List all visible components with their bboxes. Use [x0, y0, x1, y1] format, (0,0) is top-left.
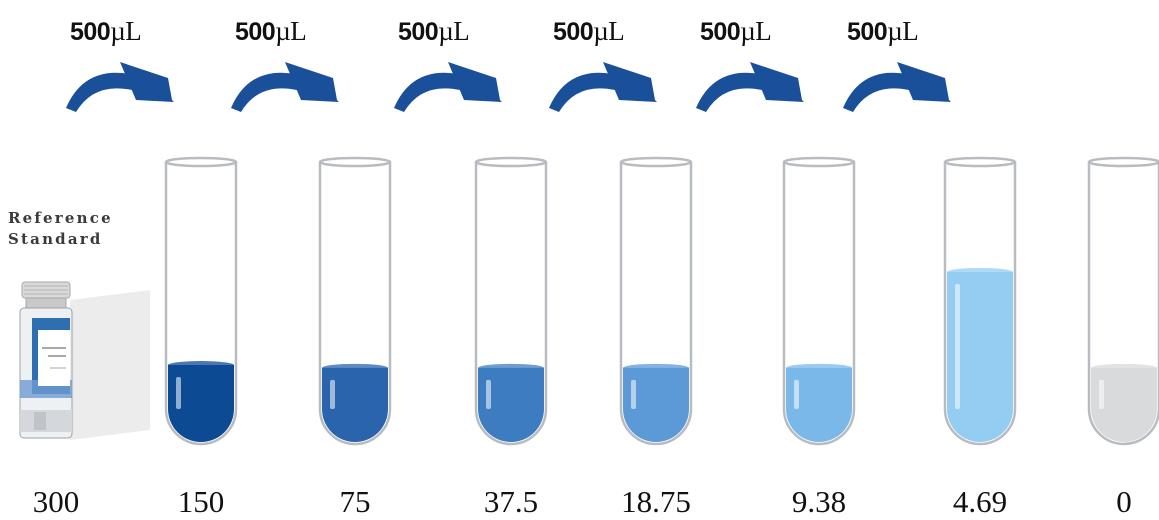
- tube-rim: [1087, 156, 1159, 168]
- tube-outline: [619, 162, 693, 446]
- liquid-surface: [623, 363, 689, 372]
- transfer-volume-label: 500µL: [700, 16, 772, 46]
- tube-highlight: [955, 283, 960, 409]
- test-tube: [318, 156, 392, 446]
- tube-highlight: [330, 379, 335, 409]
- liquid-surface: [322, 363, 388, 372]
- concentration-label: 37.5: [483, 484, 539, 519]
- test-tube: [943, 156, 1017, 446]
- reference-concentration-label: 300: [32, 484, 80, 519]
- transfer-arrow-icon: [843, 62, 951, 112]
- reference-standard-vial: [19, 281, 150, 440]
- concentration-label: 18.75: [621, 484, 691, 519]
- transfer-volume-label: 500µL: [235, 16, 307, 46]
- tube-highlight: [631, 379, 636, 409]
- tube-liquid: [1091, 367, 1157, 442]
- tube-liquid: [478, 367, 544, 442]
- test-tube: [619, 156, 693, 446]
- transfer-arrow-icon: [549, 62, 657, 112]
- transfer-arrow-icon: [394, 62, 502, 112]
- tube-rim: [318, 156, 392, 168]
- test-tube: [782, 156, 856, 446]
- transfer-volume-label: 500µL: [553, 16, 625, 46]
- test-tube: [164, 156, 238, 446]
- transfer-arrow-icon: [66, 62, 174, 112]
- tube-outline: [943, 162, 1017, 446]
- transfer-arrow-icon: [696, 62, 804, 112]
- reference-standard-label: Reference Standard: [8, 208, 128, 250]
- liquid-surface: [168, 361, 234, 370]
- reference-label-line1: Reference: [8, 209, 113, 227]
- tube-highlight: [176, 377, 181, 409]
- tube-liquid: [786, 367, 852, 442]
- tube-highlight: [794, 379, 799, 409]
- concentration-label: 9.38: [791, 484, 847, 519]
- tube-highlight: [1099, 379, 1104, 409]
- test-tube: [474, 156, 548, 446]
- tube-rim: [474, 156, 548, 168]
- concentration-label: 150: [177, 484, 225, 519]
- transfer-arrows: [66, 62, 951, 112]
- transfer-arrow-icon: [231, 62, 339, 112]
- tube-liquid: [322, 367, 388, 442]
- test-tube: [1087, 156, 1159, 446]
- tube-liquid: [623, 367, 689, 442]
- tube-liquid: [947, 271, 1013, 442]
- tube-outline: [318, 162, 392, 446]
- concentration-label: 75: [339, 484, 371, 519]
- liquid-surface: [786, 363, 852, 372]
- liquid-surface: [947, 267, 1013, 276]
- tube-outline: [1087, 162, 1159, 446]
- transfer-volume-label: 500µL: [398, 16, 470, 46]
- test-tubes: [164, 156, 1159, 446]
- tube-highlight: [486, 379, 491, 409]
- liquid-surface: [478, 363, 544, 372]
- concentration-label: 0: [1116, 484, 1132, 519]
- tube-outline: [164, 162, 238, 446]
- transfer-volume-label: 500µL: [847, 16, 919, 46]
- tube-rim: [619, 156, 693, 168]
- reference-label-line2: Standard: [8, 230, 103, 248]
- tube-liquid: [168, 365, 234, 442]
- tube-rim: [943, 156, 1017, 168]
- tube-outline: [782, 162, 856, 446]
- concentration-label: 4.69: [952, 484, 1008, 519]
- tube-outline: [474, 162, 548, 446]
- tube-rim: [164, 156, 238, 168]
- transfer-volume-label: 500µL: [70, 16, 142, 46]
- liquid-surface: [1091, 363, 1157, 372]
- tube-rim: [782, 156, 856, 168]
